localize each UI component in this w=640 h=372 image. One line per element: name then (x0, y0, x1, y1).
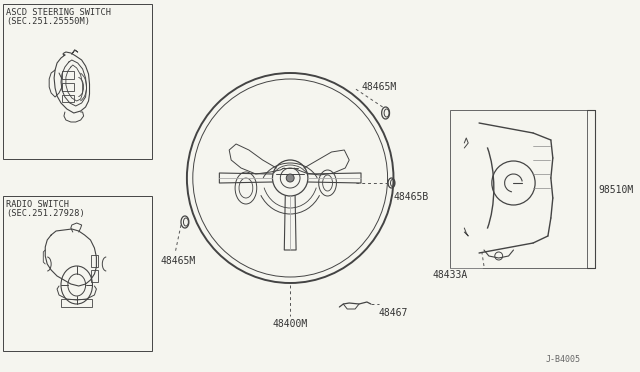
Text: 48467: 48467 (379, 308, 408, 318)
Text: 48465M: 48465M (362, 82, 397, 92)
Text: 48465M: 48465M (161, 256, 196, 266)
Bar (92, 270, 99, 282)
Bar (62, 83, 74, 91)
Bar (62, 71, 74, 79)
Text: (SEC.251.27928): (SEC.251.27928) (6, 209, 84, 218)
Circle shape (286, 174, 294, 182)
Bar (449, 110, 588, 268)
Bar (61, 299, 92, 307)
Text: 98510M: 98510M (598, 185, 634, 195)
Text: 48400M: 48400M (273, 319, 308, 329)
Bar (62, 95, 74, 102)
Text: 48465B: 48465B (394, 192, 429, 202)
Bar (3, 4, 152, 159)
Text: 48433A: 48433A (433, 270, 468, 280)
Bar (92, 255, 99, 267)
Text: RADIO SWITCH: RADIO SWITCH (6, 200, 69, 209)
Text: (SEC.251.25550M): (SEC.251.25550M) (6, 17, 90, 26)
Text: ASCD STEERING SWITCH: ASCD STEERING SWITCH (6, 8, 111, 17)
Text: J-B4005: J-B4005 (546, 355, 581, 364)
Bar (3, 196, 152, 351)
